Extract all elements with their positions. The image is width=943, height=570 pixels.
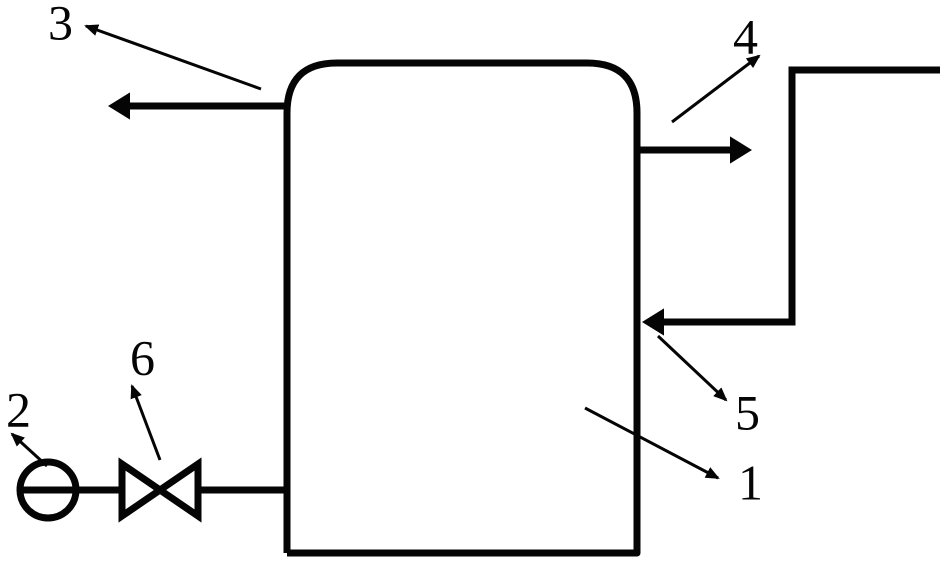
arrow-top-left-head: [108, 92, 130, 119]
label-l5: 5: [735, 384, 760, 440]
leader-l5: [658, 336, 726, 400]
leader-l3: [86, 26, 261, 89]
label-l4: 4: [733, 8, 758, 64]
label-l1: 1: [738, 454, 763, 510]
leader-l1: [585, 408, 718, 478]
pipe-right: [775, 70, 940, 322]
arrow-top-right-head: [730, 136, 752, 163]
leader-l4: [672, 56, 759, 122]
arrow-mid-right-head: [642, 308, 664, 335]
leader-l6: [132, 386, 160, 460]
tank-body: [287, 63, 637, 553]
valve-symbol: [122, 464, 198, 516]
label-l3: 3: [48, 0, 73, 50]
leader-l2: [12, 434, 47, 466]
label-l6: 6: [130, 329, 155, 385]
diagram: 1 2 3 4 5 6: [0, 0, 943, 570]
label-l2: 2: [6, 381, 31, 437]
